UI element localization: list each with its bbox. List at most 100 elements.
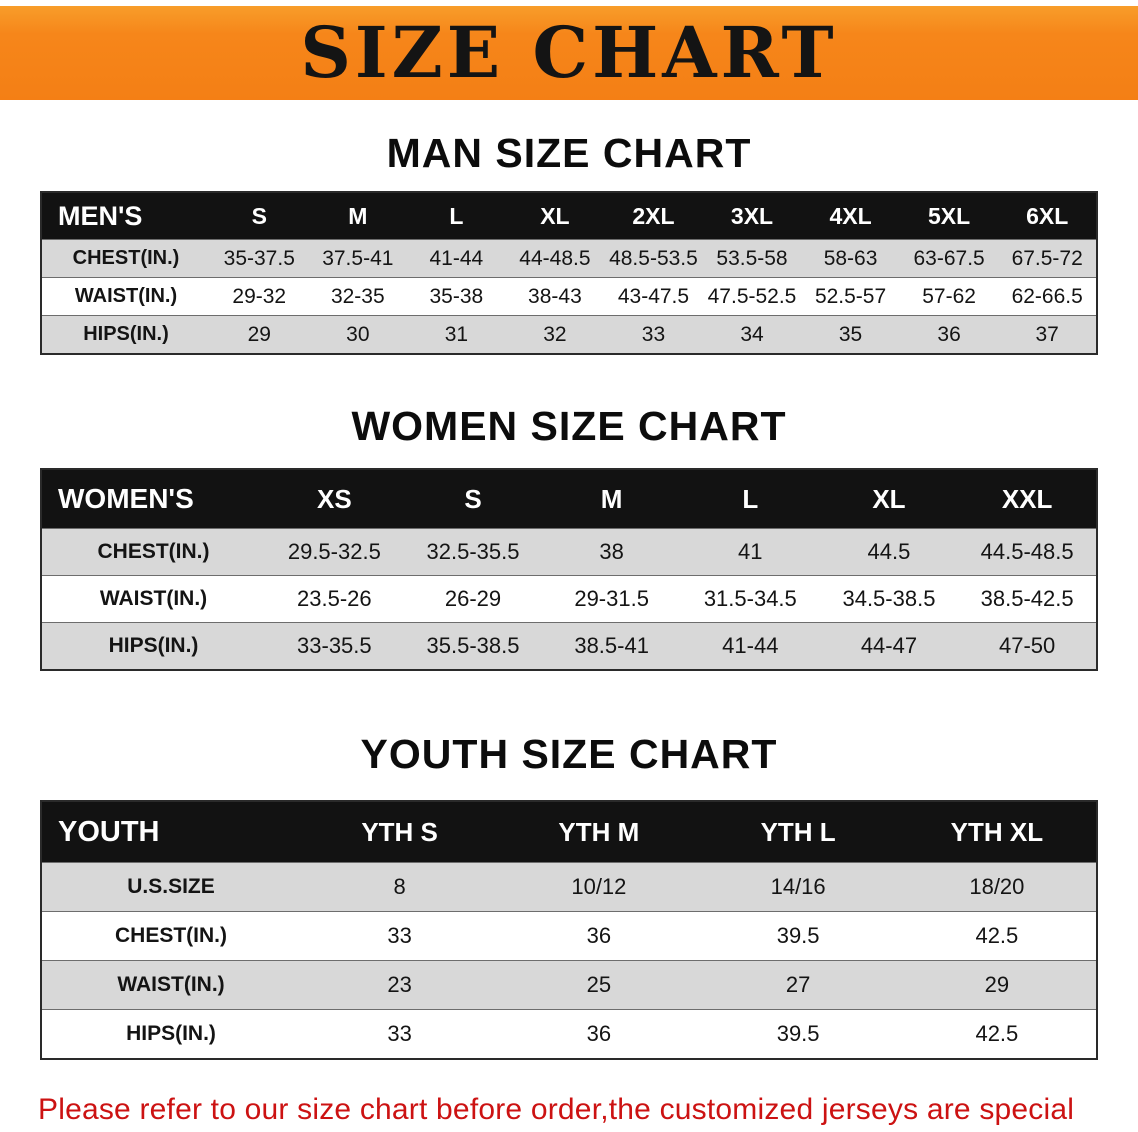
size-value: 41-44 bbox=[680, 622, 820, 670]
column-header: YTH M bbox=[499, 801, 699, 863]
size-value: 14/16 bbox=[698, 862, 898, 912]
table-row: HIPS(IN.) 29 30 31 32 33 34 35 36 37 bbox=[41, 315, 1097, 354]
size-value: 37 bbox=[998, 315, 1097, 354]
column-header: M bbox=[542, 469, 681, 529]
row-label: U.S.SIZE bbox=[41, 862, 300, 912]
row-label: HIPS(IN.) bbox=[41, 622, 265, 670]
table-row: CHEST(IN.) 33 36 39.5 42.5 bbox=[41, 911, 1097, 961]
size-value: 44.5-48.5 bbox=[958, 528, 1097, 576]
size-value: 33 bbox=[300, 1009, 500, 1059]
size-value: 47.5-52.5 bbox=[702, 277, 802, 316]
column-header: XXL bbox=[958, 469, 1097, 529]
disclaimer-text: Please refer to our size chart before or… bbox=[38, 1088, 1108, 1132]
size-value: 44.5 bbox=[819, 528, 959, 576]
size-value: 53.5-58 bbox=[702, 239, 802, 278]
row-label: WAIST(IN.) bbox=[41, 277, 210, 316]
size-value: 34.5-38.5 bbox=[819, 575, 959, 623]
column-header: XL bbox=[819, 469, 959, 529]
column-header: L bbox=[680, 469, 820, 529]
size-value: 41-44 bbox=[407, 239, 506, 278]
size-value: 23.5-26 bbox=[265, 575, 404, 623]
header-row: WOMEN'S XS S M L XL XXL bbox=[41, 469, 1097, 529]
size-value: 52.5-57 bbox=[801, 277, 900, 316]
size-value: 25 bbox=[499, 960, 699, 1010]
size-value: 31 bbox=[407, 315, 506, 354]
women-size-section: WOMEN SIZE CHART WOMEN'S XS S M L XL XXL CHEST(… bbox=[0, 403, 1138, 671]
size-chart-banner: SIZE CHART bbox=[0, 6, 1138, 100]
size-value: 29-31.5 bbox=[542, 575, 681, 623]
size-value: 35-38 bbox=[407, 277, 506, 316]
column-header: YTH XL bbox=[897, 801, 1097, 863]
size-value: 42.5 bbox=[897, 911, 1097, 961]
size-value: 35.5-38.5 bbox=[403, 622, 543, 670]
youth-size-section: YOUTH SIZE CHART YOUTH YTH S YTH M YTH L YTH… bbox=[0, 731, 1138, 1060]
size-value: 26-29 bbox=[403, 575, 543, 623]
size-value: 33 bbox=[300, 911, 500, 961]
table-row: HIPS(IN.) 33-35.5 35.5-38.5 38.5-41 41-44 44-… bbox=[41, 622, 1097, 670]
size-value: 42.5 bbox=[897, 1009, 1097, 1059]
table-row: CHEST(IN.) 29.5-32.5 32.5-35.5 38 41 44.5 44.5… bbox=[41, 528, 1097, 576]
size-value: 57-62 bbox=[899, 277, 999, 316]
column-header: XL bbox=[505, 192, 605, 240]
size-value: 27 bbox=[698, 960, 898, 1010]
men-section-heading: MAN SIZE CHART bbox=[386, 130, 752, 176]
header-row: MEN'S S M L XL 2XL 3XL 4XL 5XL 6XL bbox=[41, 192, 1097, 240]
size-value: 32.5-35.5 bbox=[403, 528, 543, 576]
size-value: 32-35 bbox=[308, 277, 408, 316]
size-value: 41 bbox=[680, 528, 820, 576]
column-header: M bbox=[308, 192, 408, 240]
youth-size-table: YOUTH YTH S YTH M YTH L YTH XL U.S.SIZE 8 10/12… bbox=[40, 800, 1098, 1060]
column-header: 6XL bbox=[998, 192, 1097, 240]
table-title-cell: YOUTH bbox=[41, 801, 300, 863]
column-header: 3XL bbox=[702, 192, 802, 240]
column-header: S bbox=[403, 469, 543, 529]
table-row: U.S.SIZE 8 10/12 14/16 18/20 bbox=[41, 862, 1097, 912]
table-title-cell: MEN'S bbox=[41, 192, 210, 240]
men-size-table: MEN'S S M L XL 2XL 3XL 4XL 5XL 6XL CHEST(IN.) 35-37… bbox=[40, 191, 1098, 355]
column-header: 5XL bbox=[899, 192, 999, 240]
table-row: WAIST(IN.) 29-32 32-35 35-38 38-43 43-47.5 47.… bbox=[41, 277, 1097, 316]
size-value: 33 bbox=[604, 315, 703, 354]
size-value: 39.5 bbox=[698, 911, 898, 961]
size-value: 29-32 bbox=[210, 277, 309, 316]
size-value: 36 bbox=[499, 1009, 699, 1059]
column-header: 2XL bbox=[604, 192, 703, 240]
size-value: 30 bbox=[308, 315, 408, 354]
table-row: WAIST(IN.) 23 25 27 29 bbox=[41, 960, 1097, 1010]
size-value: 33-35.5 bbox=[265, 622, 404, 670]
table-row: CHEST(IN.) 35-37.5 37.5-41 41-44 44-48.5 48.5… bbox=[41, 239, 1097, 278]
table-row: WAIST(IN.) 23.5-26 26-29 29-31.5 31.5-34.5 34… bbox=[41, 575, 1097, 623]
size-value: 38 bbox=[542, 528, 681, 576]
size-value: 23 bbox=[300, 960, 500, 1010]
row-label: CHEST(IN.) bbox=[41, 239, 210, 278]
size-value: 63-67.5 bbox=[899, 239, 999, 278]
column-header: XS bbox=[265, 469, 404, 529]
header-row: YOUTH YTH S YTH M YTH L YTH XL bbox=[41, 801, 1097, 863]
column-header: S bbox=[210, 192, 309, 240]
size-value: 47-50 bbox=[958, 622, 1097, 670]
size-value: 58-63 bbox=[801, 239, 900, 278]
size-value: 34 bbox=[702, 315, 802, 354]
size-value: 8 bbox=[300, 862, 500, 912]
table-row: HIPS(IN.) 33 36 39.5 42.5 bbox=[41, 1009, 1097, 1059]
size-value: 10/12 bbox=[499, 862, 699, 912]
men-size-section: MAN SIZE CHART MEN'S S M L XL 2XL 3XL 4XL 5XL 6XL… bbox=[0, 130, 1138, 355]
column-header: YTH L bbox=[698, 801, 898, 863]
size-value: 31.5-34.5 bbox=[680, 575, 820, 623]
row-label: CHEST(IN.) bbox=[41, 528, 265, 576]
size-value: 29 bbox=[210, 315, 309, 354]
size-value: 43-47.5 bbox=[604, 277, 703, 316]
row-label: WAIST(IN.) bbox=[41, 575, 265, 623]
size-value: 38-43 bbox=[505, 277, 605, 316]
size-value: 35-37.5 bbox=[210, 239, 309, 278]
column-header: 4XL bbox=[801, 192, 900, 240]
size-value: 18/20 bbox=[897, 862, 1097, 912]
size-value: 29.5-32.5 bbox=[265, 528, 404, 576]
size-value: 44-48.5 bbox=[505, 239, 605, 278]
size-value: 32 bbox=[505, 315, 605, 354]
column-header: L bbox=[407, 192, 506, 240]
size-value: 37.5-41 bbox=[308, 239, 408, 278]
column-header: YTH S bbox=[300, 801, 500, 863]
table-title-cell: WOMEN'S bbox=[41, 469, 265, 529]
size-value: 38.5-41 bbox=[542, 622, 681, 670]
